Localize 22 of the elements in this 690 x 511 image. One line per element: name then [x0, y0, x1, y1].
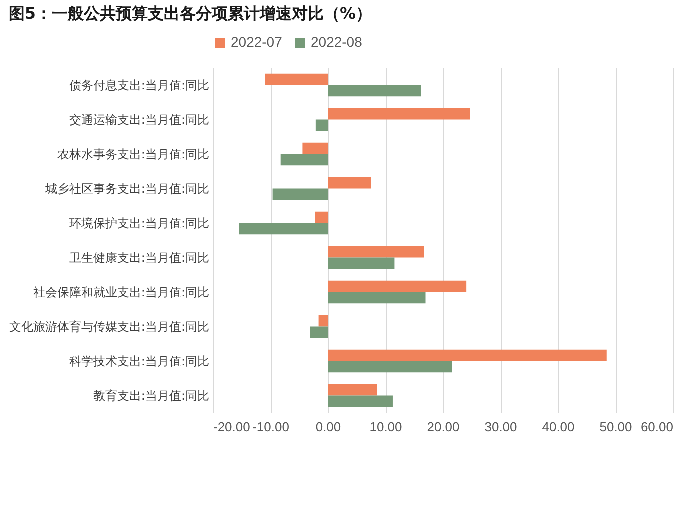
- x-tick-label: 20.00: [427, 420, 460, 434]
- x-tick-label: 40.00: [542, 420, 575, 434]
- legend-label: 2022-07: [231, 34, 283, 50]
- y-tick-label: 农林水事务支出:当月值:同比: [57, 147, 210, 162]
- x-tick-label: 30.00: [484, 420, 518, 434]
- y-tick-label: 科学技术支出:当月值:同比: [69, 354, 210, 368]
- x-tick-label: -10.00: [252, 420, 290, 434]
- y-tick-label: 教育支出:当月值:同比: [93, 388, 210, 403]
- y-tick-label: 社会保障和就业支出:当月值:同比: [33, 285, 210, 300]
- y-tick-label: 文化旅游体育与传媒支出:当月值:同比: [9, 320, 210, 334]
- x-tick-label: 60.00: [640, 420, 674, 434]
- y-tick-label: 卫生健康支出:当月值:同比: [69, 250, 210, 265]
- y-tick-label: 环境保护支出:当月值:同比: [69, 216, 210, 230]
- legend-label: 2022-08: [311, 34, 363, 50]
- x-tick-label: 50.00: [600, 420, 632, 434]
- y-tick-label: 债务付息支出:当月值:同比: [69, 78, 210, 92]
- x-tick-label: 10.00: [370, 420, 402, 434]
- y-tick-label: 交通运输支出:当月值:同比: [69, 112, 210, 127]
- chart-title: 图5：一般公共预算支出各分项累计增速对比（%）: [8, 4, 372, 23]
- y-tick-label: 城乡社区事务支出:当月值:同比: [44, 182, 210, 196]
- x-tick-label: -20.00: [214, 420, 250, 434]
- x-tick-label: 0.00: [316, 420, 342, 434]
